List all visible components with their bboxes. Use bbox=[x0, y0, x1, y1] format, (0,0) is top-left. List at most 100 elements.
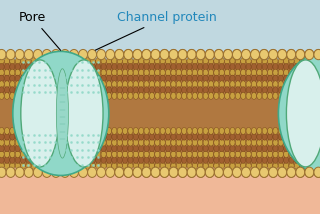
Ellipse shape bbox=[246, 92, 251, 99]
Ellipse shape bbox=[58, 92, 63, 99]
Ellipse shape bbox=[273, 58, 278, 64]
Ellipse shape bbox=[262, 139, 267, 146]
Ellipse shape bbox=[230, 145, 235, 152]
Ellipse shape bbox=[230, 87, 235, 94]
Ellipse shape bbox=[144, 133, 149, 140]
Ellipse shape bbox=[305, 145, 310, 152]
Ellipse shape bbox=[165, 128, 171, 134]
Ellipse shape bbox=[117, 145, 122, 152]
Ellipse shape bbox=[69, 75, 74, 82]
Ellipse shape bbox=[15, 49, 24, 60]
Ellipse shape bbox=[208, 151, 213, 158]
Ellipse shape bbox=[289, 81, 294, 88]
Ellipse shape bbox=[300, 69, 305, 76]
Ellipse shape bbox=[241, 81, 246, 88]
Ellipse shape bbox=[74, 157, 79, 163]
Ellipse shape bbox=[79, 167, 88, 177]
Ellipse shape bbox=[112, 157, 117, 163]
Ellipse shape bbox=[97, 49, 106, 60]
Ellipse shape bbox=[182, 69, 187, 76]
Ellipse shape bbox=[31, 133, 36, 140]
Ellipse shape bbox=[214, 139, 219, 146]
Ellipse shape bbox=[15, 69, 20, 76]
Ellipse shape bbox=[144, 58, 149, 64]
Ellipse shape bbox=[15, 145, 20, 152]
Ellipse shape bbox=[149, 151, 155, 158]
Ellipse shape bbox=[225, 133, 230, 140]
Ellipse shape bbox=[10, 151, 15, 158]
Ellipse shape bbox=[268, 81, 273, 88]
Ellipse shape bbox=[196, 49, 205, 60]
Ellipse shape bbox=[171, 81, 176, 88]
Ellipse shape bbox=[0, 157, 4, 163]
Ellipse shape bbox=[278, 51, 320, 175]
Ellipse shape bbox=[10, 139, 15, 146]
Ellipse shape bbox=[160, 75, 165, 82]
Ellipse shape bbox=[0, 151, 4, 158]
Ellipse shape bbox=[260, 167, 268, 177]
Ellipse shape bbox=[133, 58, 138, 64]
Ellipse shape bbox=[0, 63, 4, 70]
Ellipse shape bbox=[107, 92, 112, 99]
Ellipse shape bbox=[203, 128, 208, 134]
Ellipse shape bbox=[117, 162, 122, 169]
Ellipse shape bbox=[160, 49, 169, 60]
Ellipse shape bbox=[165, 81, 171, 88]
Ellipse shape bbox=[160, 167, 169, 177]
Ellipse shape bbox=[187, 167, 196, 177]
Ellipse shape bbox=[144, 162, 149, 169]
Bar bbox=[0, 0, 320, 64]
Ellipse shape bbox=[133, 145, 138, 152]
Ellipse shape bbox=[257, 145, 262, 152]
Ellipse shape bbox=[171, 151, 176, 158]
Ellipse shape bbox=[208, 75, 213, 82]
Ellipse shape bbox=[262, 92, 267, 99]
Ellipse shape bbox=[112, 162, 117, 169]
Ellipse shape bbox=[196, 49, 205, 60]
Ellipse shape bbox=[251, 49, 260, 60]
Ellipse shape bbox=[85, 151, 90, 158]
Ellipse shape bbox=[58, 157, 63, 163]
Ellipse shape bbox=[192, 128, 197, 134]
Ellipse shape bbox=[268, 139, 273, 146]
Ellipse shape bbox=[176, 157, 181, 163]
Ellipse shape bbox=[300, 151, 305, 158]
Ellipse shape bbox=[273, 128, 278, 134]
Ellipse shape bbox=[74, 87, 79, 94]
Ellipse shape bbox=[230, 128, 235, 134]
Ellipse shape bbox=[284, 63, 289, 70]
Ellipse shape bbox=[235, 81, 240, 88]
Ellipse shape bbox=[235, 145, 240, 152]
Ellipse shape bbox=[225, 58, 230, 64]
Ellipse shape bbox=[225, 139, 230, 146]
Ellipse shape bbox=[214, 87, 219, 94]
Ellipse shape bbox=[107, 63, 112, 70]
Ellipse shape bbox=[257, 87, 262, 94]
Ellipse shape bbox=[144, 139, 149, 146]
Ellipse shape bbox=[176, 139, 181, 146]
Ellipse shape bbox=[268, 92, 273, 99]
Ellipse shape bbox=[115, 49, 124, 60]
Ellipse shape bbox=[128, 63, 133, 70]
Ellipse shape bbox=[176, 145, 181, 152]
Ellipse shape bbox=[4, 128, 10, 134]
Ellipse shape bbox=[85, 75, 90, 82]
Ellipse shape bbox=[149, 157, 155, 163]
Ellipse shape bbox=[149, 81, 155, 88]
Ellipse shape bbox=[69, 49, 78, 60]
Ellipse shape bbox=[305, 133, 310, 140]
Ellipse shape bbox=[0, 92, 4, 99]
Ellipse shape bbox=[128, 139, 133, 146]
Ellipse shape bbox=[252, 87, 257, 94]
Ellipse shape bbox=[151, 167, 160, 177]
Ellipse shape bbox=[310, 81, 316, 88]
Ellipse shape bbox=[187, 162, 192, 169]
Ellipse shape bbox=[80, 151, 85, 158]
Ellipse shape bbox=[192, 145, 197, 152]
Ellipse shape bbox=[53, 133, 58, 140]
Ellipse shape bbox=[187, 133, 192, 140]
Ellipse shape bbox=[268, 58, 273, 64]
Ellipse shape bbox=[160, 81, 165, 88]
Ellipse shape bbox=[278, 63, 284, 70]
Ellipse shape bbox=[284, 151, 289, 158]
